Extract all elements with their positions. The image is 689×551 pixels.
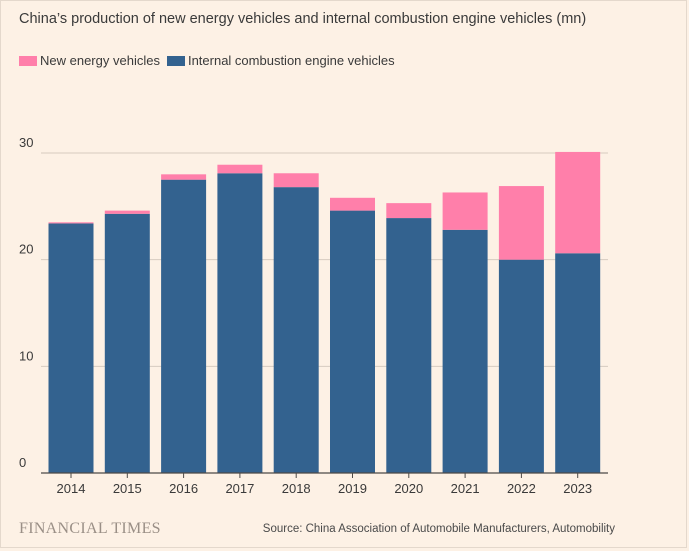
x-tick-label-2014: 2014 xyxy=(57,481,86,496)
chart-title: China’s production of new energy vehicle… xyxy=(19,11,587,27)
bar-nev-2016 xyxy=(161,174,207,180)
bar-ice-2015 xyxy=(104,213,150,474)
y-tick-label-30: 30 xyxy=(19,135,33,150)
bar-nev-2020 xyxy=(386,203,432,219)
x-tick-label-2022: 2022 xyxy=(507,481,536,496)
bar-nev-2014 xyxy=(48,222,94,224)
source-note: Source: China Association of Automobile … xyxy=(262,523,615,535)
bar-ice-2022 xyxy=(498,259,544,473)
bars xyxy=(48,151,601,474)
legend-swatch-nev xyxy=(19,55,37,66)
bar-nev-2023 xyxy=(555,151,601,254)
y-tick-label-0: 0 xyxy=(19,455,26,470)
bar-ice-2023 xyxy=(555,253,601,473)
bar-nev-2021 xyxy=(442,192,488,230)
tick-labels: 0 10 20 30 2014 2015 2016 2017 2018 2019 2020 2021 2… xyxy=(19,135,592,496)
x-tick-label-2021: 2021 xyxy=(451,481,480,496)
x-tick-label-2023: 2023 xyxy=(563,481,592,496)
bar-ice-2019 xyxy=(330,210,375,473)
bar-ice-2017 xyxy=(217,173,263,473)
legend-swatch-ice xyxy=(166,55,185,66)
bar-nev-2015 xyxy=(104,210,150,214)
bar-nev-2022 xyxy=(498,186,544,260)
bar-ice-2014 xyxy=(48,223,94,473)
legend-item-nev: New energy vehicles xyxy=(19,53,160,68)
bar-ice-2020 xyxy=(386,218,432,473)
legend-item-ice: Internal combustion engine vehicles xyxy=(166,53,395,68)
legend: New energy vehicles Internal combustion … xyxy=(19,53,402,68)
x-axis xyxy=(41,472,608,478)
bar-ice-2018 xyxy=(273,187,319,473)
bar-ice-2016 xyxy=(161,179,207,473)
legend-label-nev: New energy vehicles xyxy=(40,53,160,68)
bar-nev-2019 xyxy=(330,197,375,211)
x-tick-label-2017: 2017 xyxy=(225,481,254,496)
bar-nev-2018 xyxy=(273,173,319,188)
x-tick-label-2019: 2019 xyxy=(338,481,367,496)
x-tick-label-2018: 2018 xyxy=(282,481,311,496)
y-tick-label-10: 10 xyxy=(19,348,33,363)
x-tick-label-2015: 2015 xyxy=(113,481,142,496)
legend-label-ice: Internal combustion engine vehicles xyxy=(187,53,395,68)
bar-ice-2021 xyxy=(442,229,488,473)
y-tick-label-20: 20 xyxy=(19,242,33,257)
x-tick-label-2016: 2016 xyxy=(169,481,198,496)
x-tick-label-2020: 2020 xyxy=(394,481,423,496)
ft-logo: FINANCIAL TIMES xyxy=(19,520,161,537)
bar-nev-2017 xyxy=(217,164,263,174)
